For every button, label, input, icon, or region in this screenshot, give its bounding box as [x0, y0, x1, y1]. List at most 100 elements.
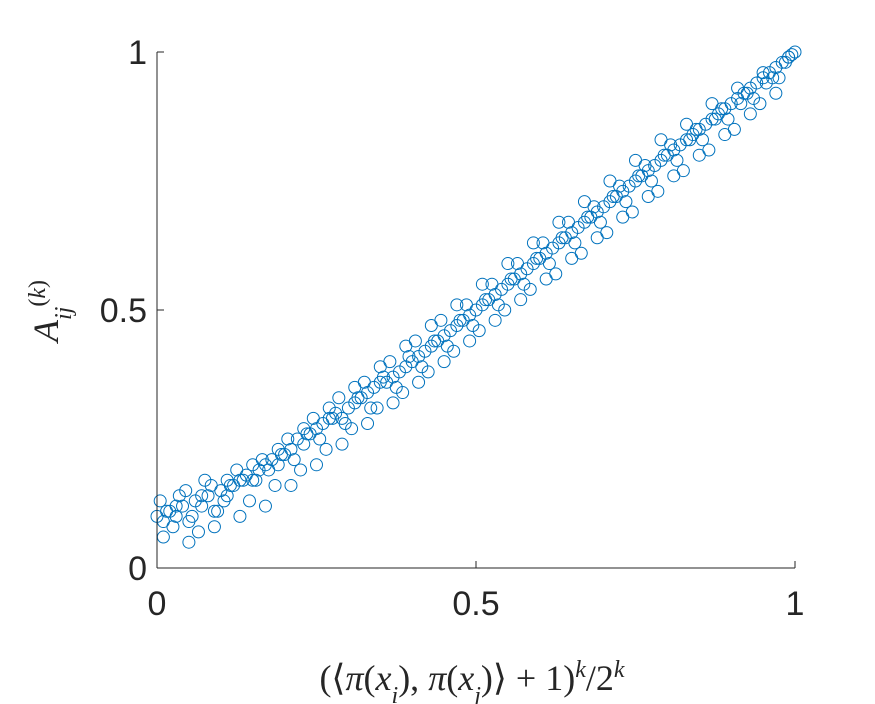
x-tick-label: 0 — [148, 585, 167, 623]
data-point — [195, 499, 209, 513]
data-point — [274, 447, 288, 461]
data-point — [488, 313, 502, 327]
data-point — [306, 411, 320, 425]
data-point — [510, 257, 524, 271]
data-point — [756, 66, 770, 80]
data-point — [198, 473, 212, 487]
data-points — [150, 45, 802, 549]
data-point — [632, 169, 646, 183]
data-point — [389, 380, 403, 394]
x-axis-label: (⟨π(xi), π(xj)⟩ + 1)k/2k — [319, 657, 624, 704]
data-point — [284, 478, 298, 492]
data-point — [376, 370, 390, 384]
data-point — [300, 427, 314, 441]
data-point — [399, 339, 413, 353]
data-point — [491, 298, 505, 312]
data-point — [310, 458, 323, 472]
y-tick-label: 0 — [128, 550, 147, 588]
data-point — [313, 432, 327, 446]
data-point — [408, 334, 422, 348]
data-point — [322, 401, 336, 415]
data-point — [281, 432, 295, 446]
data-point — [217, 494, 231, 508]
data-point — [319, 442, 333, 456]
data-point — [577, 195, 591, 209]
data-point — [590, 231, 604, 245]
data-point — [166, 520, 180, 534]
data-point — [514, 293, 528, 307]
data-point — [172, 489, 186, 503]
data-point — [683, 133, 697, 147]
data-point — [185, 509, 199, 523]
data-point — [695, 133, 709, 147]
data-point — [504, 272, 518, 286]
axis-ticks: 0 0.5 1 0 0.5 1 — [100, 34, 805, 623]
data-point — [501, 257, 515, 271]
data-point — [415, 360, 429, 374]
data-point — [335, 437, 349, 451]
data-point — [386, 396, 400, 410]
data-point — [680, 117, 694, 131]
data-point — [555, 231, 569, 245]
data-point — [373, 360, 387, 374]
data-point — [667, 169, 681, 183]
data-point — [176, 499, 190, 513]
data-point — [731, 81, 745, 95]
data-point — [479, 293, 493, 307]
data-point — [233, 509, 247, 523]
data-point — [191, 525, 205, 539]
data-point — [258, 499, 272, 513]
data-point — [747, 91, 761, 105]
data-point — [440, 339, 454, 353]
data-point — [153, 494, 167, 508]
data-point — [718, 128, 732, 142]
data-point — [466, 318, 480, 332]
x-tick-label: 1 — [786, 585, 805, 623]
data-point — [759, 76, 773, 90]
data-point — [629, 153, 642, 167]
data-point — [437, 355, 451, 369]
data-point — [207, 504, 221, 518]
data-point — [424, 318, 438, 332]
data-point — [230, 463, 244, 477]
data-point — [195, 489, 209, 503]
data-point — [357, 375, 371, 389]
data-point — [453, 313, 467, 327]
data-point — [297, 437, 311, 451]
data-point — [641, 189, 655, 203]
data-point — [268, 478, 282, 492]
x-tick-label: 0.5 — [452, 585, 499, 623]
data-point — [552, 215, 566, 229]
data-point — [644, 174, 658, 188]
data-point — [517, 277, 531, 291]
data-point — [530, 251, 544, 265]
data-point — [383, 355, 397, 369]
data-point — [243, 494, 257, 508]
data-point — [772, 71, 786, 85]
data-point — [721, 112, 735, 126]
data-point — [619, 195, 633, 209]
data-point — [705, 97, 719, 111]
data-point — [262, 463, 276, 477]
data-point — [565, 251, 579, 265]
data-point — [485, 277, 499, 291]
data-point — [294, 463, 308, 477]
data-point — [593, 215, 607, 229]
data-point — [539, 272, 553, 286]
data-point — [211, 504, 225, 518]
data-point — [708, 112, 722, 126]
data-point — [412, 375, 426, 389]
data-point — [734, 97, 748, 111]
data-point — [182, 535, 196, 549]
data-point — [160, 504, 174, 518]
data-point — [246, 473, 260, 487]
data-point — [603, 174, 617, 188]
data-point — [207, 520, 221, 534]
data-point — [536, 236, 550, 250]
data-point — [428, 334, 442, 348]
data-point — [616, 210, 630, 224]
data-point — [743, 107, 757, 121]
data-point — [785, 48, 799, 62]
data-point — [782, 50, 796, 64]
